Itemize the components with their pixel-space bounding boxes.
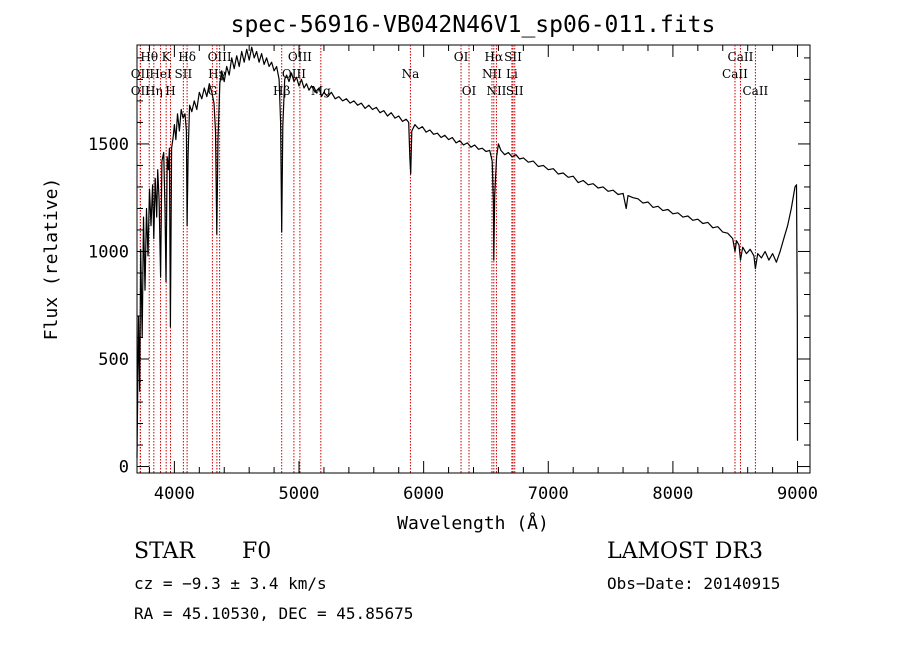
line-label-4: K [162,50,172,64]
y-tick-label-1: 500 [98,350,129,370]
survey-name: LAMOST DR3 [607,539,763,564]
line-label-9: OIII [208,50,232,64]
line-label-19: Hα [485,50,504,64]
line-label-2: OII [131,84,151,98]
line-label-26: CaII [722,67,748,81]
line-label-1: OII [131,67,151,81]
x-tick-label-2: 6000 [403,484,444,504]
line-label-13: OIII [288,50,312,64]
x-tick-label-3: 7000 [528,484,569,504]
line-label-20: NII [482,67,502,81]
line-label-18: OI [462,84,477,98]
line-label-7: H [165,84,175,98]
spectrum-line [136,46,799,458]
redshift-velocity: cz = −9.3 ± 3.4 km/s [134,574,327,593]
line-label-8: Hδ [178,50,196,64]
line-label-24: SII [506,84,524,98]
coordinates: RA = 45.10530, DEC = 45.85675 [134,604,414,623]
line-label-0: Hθ [140,50,158,64]
line-label-3: Hη [145,84,163,98]
axis-ticks: 4000 5000 6000 7000 8000 9000 0 500 1000 1500 [88,45,818,504]
x-axis-label: Wavelength (Å) [397,512,549,534]
observation-date: Obs−Date: 20140915 [607,574,781,593]
line-label-6: SII [175,67,193,81]
plot-frame [136,44,811,474]
line-label-23: Li [506,67,518,81]
object-class: STAR [134,539,195,564]
spectrum-series [136,46,799,458]
x-tick-label-5: 9000 [777,484,818,504]
line-label-25: CaII [728,50,754,64]
y-tick-label-2: 1000 [88,242,129,262]
x-tick-label-0: 4000 [154,484,195,504]
y-tick-label-0: 0 [119,458,129,478]
line-label-27: CaII [742,84,768,98]
y-tick-label-3: 1500 [88,135,129,155]
emission-line-markers [139,45,756,473]
line-label-21: NII [486,84,506,98]
y-axis-label: Flux (relative) [41,178,62,341]
object-subclass: F0 [242,539,272,564]
line-label-5: HeI [149,67,172,81]
line-label-16: Na [402,67,420,81]
line-label-22: SII [504,50,522,64]
x-tick-label-1: 5000 [279,484,320,504]
line-label-11: G [208,84,218,98]
line-label-17: OI [454,50,469,64]
x-tick-label-4: 8000 [652,484,693,504]
line-label-12: Hβ [273,84,290,98]
chart-title: spec-56916-VB042N46V1_sp06-011.fits [231,12,716,38]
